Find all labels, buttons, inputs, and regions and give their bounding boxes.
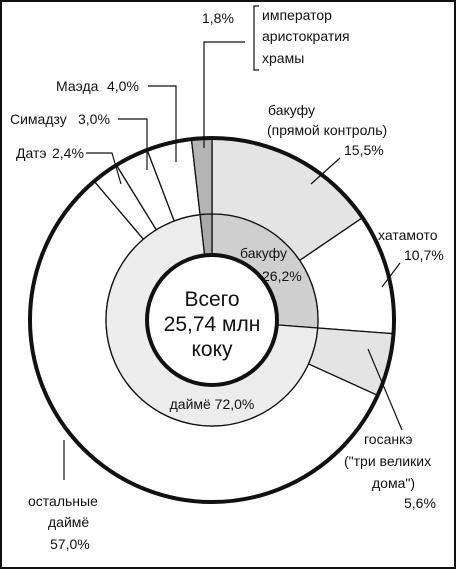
value-shimazu: 3,0% [78, 111, 110, 127]
outer-ring [28, 136, 396, 504]
leader-imperial [203, 41, 245, 148]
leader-shimazu [118, 118, 148, 170]
leader-bakufu-direct [310, 157, 341, 185]
label-hatamoto: хатамото [378, 227, 438, 243]
bracket-item-temples: храмы [262, 50, 304, 66]
label-gosanke-line3: дома") [372, 475, 415, 491]
inner-label-bakufu: бакуфу [240, 245, 287, 261]
value-other-daimyo: 57,0% [50, 536, 90, 552]
bracket-line [253, 5, 259, 71]
label-gosanke-line1: госанкэ [364, 431, 413, 447]
inner-label-daimyo: даймё 72,0% [170, 396, 255, 412]
value-imperial: 1,8% [202, 10, 234, 26]
outer-outline [28, 136, 396, 504]
inner-value-bakufu: 26,2% [262, 268, 302, 284]
value-bakufu-direct: 15,5% [344, 142, 384, 158]
leader-gosanke [367, 348, 403, 431]
label-other-daimyo-line1: остальные [28, 493, 98, 509]
label-maeda: Маэда [56, 78, 99, 94]
value-date: 2,4% [52, 145, 84, 161]
label-date: Датэ [16, 145, 47, 161]
center-total: 25,74 млн [164, 313, 261, 336]
leader-hatamoto [381, 262, 401, 288]
value-hatamoto: 10,7% [404, 247, 444, 263]
label-bakufu-direct-line1: бакуфу [268, 102, 315, 118]
center-unit: коку [191, 338, 233, 361]
label-other-daimyo-line2: даймё [48, 514, 89, 530]
leader-lines [63, 5, 403, 480]
bracket-item-emperor: император [262, 7, 332, 23]
value-gosanke: 5,6% [404, 495, 436, 511]
center-title: Всего [184, 288, 239, 311]
center-hole [145, 253, 279, 387]
value-maeda: 4,0% [107, 78, 139, 94]
leader-maeda [148, 85, 177, 162]
leader-date [86, 152, 122, 185]
label-shimazu: Симадзу [10, 111, 67, 127]
label-gosanke-line2: ("три великих [344, 453, 431, 469]
bracket-item-aristocracy: аристократия [262, 28, 350, 44]
label-bakufu-direct-line2: (прямой контроль) [267, 122, 387, 138]
